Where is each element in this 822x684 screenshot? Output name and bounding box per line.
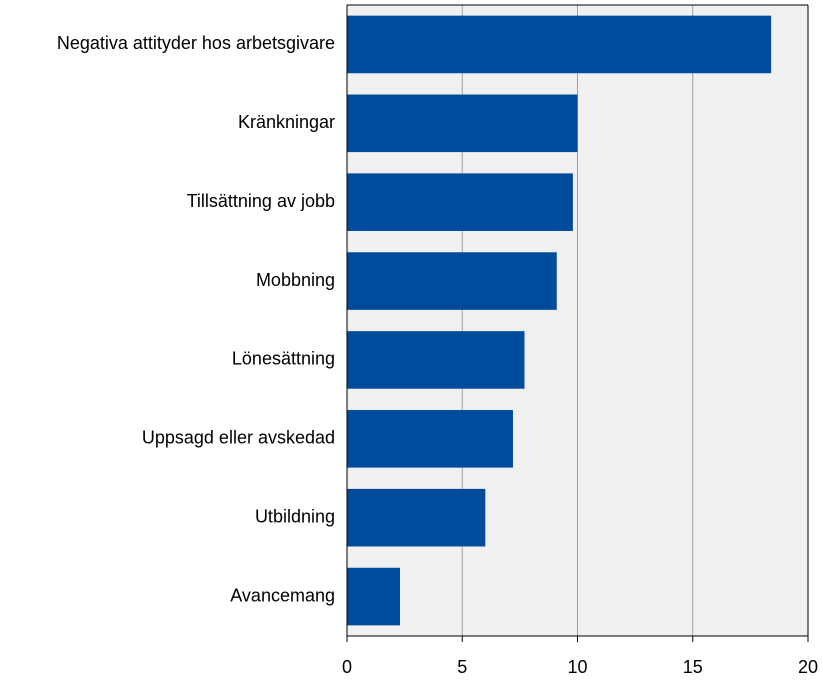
y-tick-label: Lönesättning	[232, 349, 335, 369]
bar	[347, 252, 557, 310]
y-tick-label: Avancemang	[230, 585, 335, 605]
bar	[347, 331, 525, 389]
bar	[347, 173, 573, 231]
y-tick-label: Tillsättning av jobb	[187, 191, 335, 211]
bar	[347, 567, 401, 626]
bar	[347, 94, 578, 153]
y-tick-label: Utbildning	[255, 506, 335, 526]
bar	[347, 15, 772, 74]
bar	[347, 488, 486, 547]
x-tick-label: 10	[567, 657, 587, 677]
y-tick-label: Mobbning	[256, 270, 335, 290]
x-tick-label: 0	[342, 657, 352, 677]
x-tick-label: 5	[457, 657, 467, 677]
x-tick-label: 15	[683, 657, 703, 677]
y-tick-label: Kränkningar	[238, 112, 335, 132]
y-tick-label: Negativa attityder hos arbetsgivare	[57, 33, 335, 53]
x-tick-label: 20	[798, 657, 818, 677]
y-tick-label: Uppsagd eller avskedad	[142, 428, 335, 448]
bar	[347, 410, 513, 468]
